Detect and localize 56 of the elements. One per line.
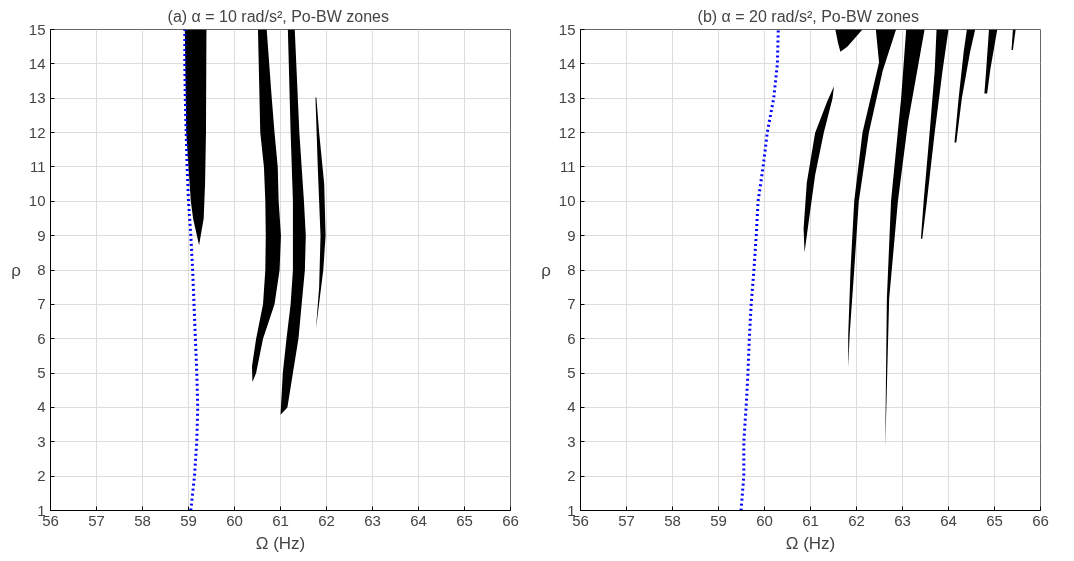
x-tick-label: 64 bbox=[410, 511, 427, 529]
y-tick-label: 11 bbox=[29, 157, 46, 175]
y-tick-label: 13 bbox=[558, 89, 576, 107]
y-tick-label: 7 bbox=[567, 295, 576, 313]
x-axis-title: Ω (Hz) bbox=[785, 533, 836, 553]
x-tick-label: 66 bbox=[1032, 511, 1049, 529]
x-tick-label: 60 bbox=[756, 511, 773, 529]
x-tick-label: 65 bbox=[456, 511, 473, 529]
y-tick-label: 2 bbox=[37, 467, 46, 485]
y-tick-label: 10 bbox=[558, 192, 576, 210]
x-tick-label: 62 bbox=[318, 511, 335, 529]
x-tick-label: 60 bbox=[226, 511, 243, 529]
y-tick-label: 9 bbox=[37, 226, 46, 244]
x-tick-label: 59 bbox=[180, 511, 197, 529]
x-tick-label: 61 bbox=[802, 511, 819, 529]
x-tick-label: 58 bbox=[664, 511, 681, 529]
x-tick-label: 62 bbox=[848, 511, 865, 529]
y-tick-label: 14 bbox=[558, 54, 576, 72]
y-tick-label: 6 bbox=[37, 329, 46, 347]
line-series bbox=[739, 29, 780, 511]
chart-title: (a) α = 10 rad/s², Po-BW zones bbox=[167, 7, 389, 25]
x-tick-label: 64 bbox=[940, 511, 957, 529]
y-tick-label: 15 bbox=[558, 20, 576, 38]
x-tick-label: 58 bbox=[134, 511, 151, 529]
y-tick-label: 12 bbox=[28, 123, 46, 141]
y-tick-label: 5 bbox=[37, 364, 46, 382]
y-tick-label: 11 bbox=[559, 157, 576, 175]
y-tick-label: 15 bbox=[28, 20, 46, 38]
y-tick-label: 7 bbox=[37, 295, 46, 313]
x-tick-label: 65 bbox=[986, 511, 1003, 529]
x-tick-label: 57 bbox=[88, 511, 105, 529]
y-tick-label: 12 bbox=[558, 123, 576, 141]
y-tick-label: 14 bbox=[28, 54, 46, 72]
y-axis-title: ρ bbox=[541, 260, 551, 280]
x-tick-label: 63 bbox=[894, 511, 911, 529]
x-tick-label: 61 bbox=[272, 511, 289, 529]
x-tick-label: 59 bbox=[710, 511, 727, 529]
y-axis-title: ρ bbox=[11, 260, 21, 280]
y-tick-label: 10 bbox=[28, 192, 46, 210]
line-series bbox=[183, 29, 200, 511]
x-axis-title: Ω (Hz) bbox=[255, 533, 306, 553]
y-tick-label: 4 bbox=[37, 398, 46, 416]
x-tick-label: 66 bbox=[502, 511, 519, 529]
chart-title: (b) α = 20 rad/s², Po-BW zones bbox=[697, 7, 919, 25]
y-tick-label: 2 bbox=[567, 467, 576, 485]
y-tick-label: 5 bbox=[567, 364, 576, 382]
y-tick-label: 3 bbox=[567, 432, 576, 450]
y-tick-label: 9 bbox=[567, 226, 576, 244]
y-tick-label: 13 bbox=[28, 89, 46, 107]
y-tick-label: 4 bbox=[567, 398, 576, 416]
y-tick-label: 3 bbox=[37, 432, 46, 450]
y-tick-label: 6 bbox=[567, 329, 576, 347]
x-tick-label: 57 bbox=[618, 511, 635, 529]
y-tick-label: 8 bbox=[567, 261, 576, 278]
y-tick-label: 8 bbox=[37, 261, 46, 278]
x-tick-label: 63 bbox=[364, 511, 381, 529]
